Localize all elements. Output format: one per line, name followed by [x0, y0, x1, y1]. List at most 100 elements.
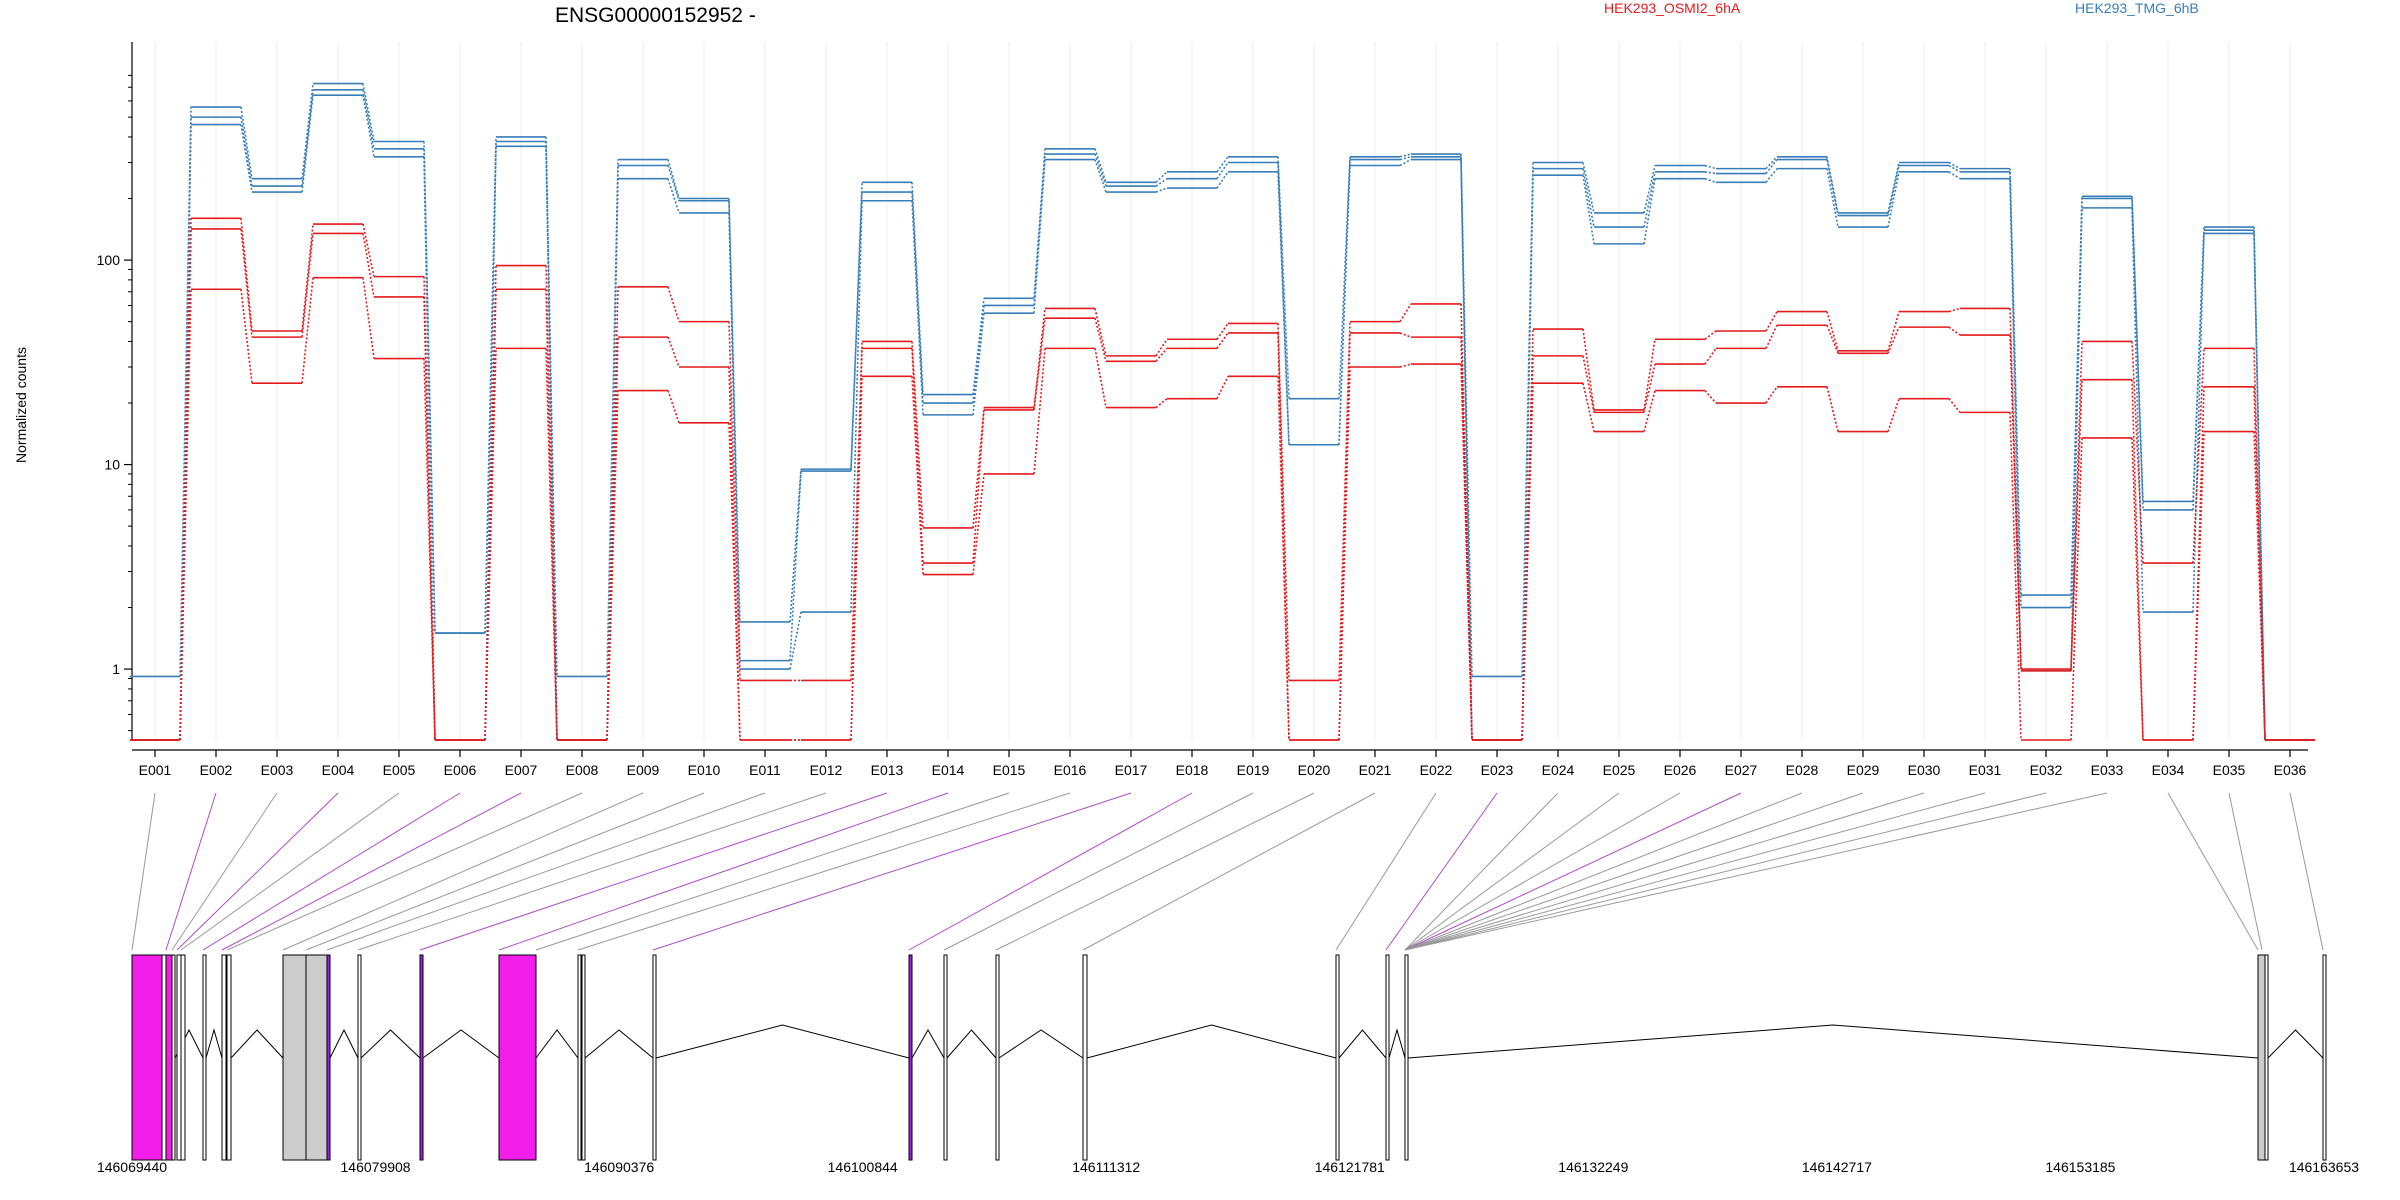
series-connector: [484, 348, 497, 741]
x-tick-label-e035: E035: [2213, 762, 2246, 778]
series-connector: [667, 336, 680, 368]
exon-block: [226, 954, 232, 1161]
series-connector: [1643, 165, 1656, 214]
x-tick-label-e006: E006: [444, 762, 477, 778]
series-connector: [1399, 158, 1412, 167]
exon-block: [176, 954, 182, 1161]
exon-connector: [202, 792, 461, 951]
series-1: [130, 89, 2315, 741]
x-tick-label-e024: E024: [1542, 762, 1575, 778]
exon-connector: [131, 792, 156, 951]
series-connector: [2070, 207, 2083, 671]
x-tick-label-e016: E016: [1054, 762, 1087, 778]
exon-block: [1404, 954, 1409, 1161]
series-connector: [1643, 178, 1656, 245]
series-connector: [1033, 159, 1046, 314]
series-connector: [1399, 303, 1412, 323]
series-connector: [2009, 412, 2022, 741]
series-connector: [972, 305, 985, 404]
series-4: [130, 228, 2315, 741]
series-connector: [2131, 196, 2144, 502]
legend-entry-osmi2: HEK293_OSMI2_6hA: [1604, 0, 1741, 16]
exon-connector: [1404, 792, 1864, 951]
series-connector: [301, 233, 314, 338]
series-connector: [2192, 230, 2205, 510]
series-connector: [2009, 335, 2022, 671]
x-tick-label-e029: E029: [1847, 762, 1880, 778]
genomic-tick-label: 146132249: [1558, 1159, 1628, 1175]
series-connector: [972, 409, 985, 564]
series-connector: [1765, 156, 1778, 170]
series-connector: [1033, 348, 1046, 475]
exon-connector: [2228, 792, 2263, 951]
exon-block: [1082, 954, 1088, 1161]
series-connector: [606, 286, 619, 741]
series-connector: [667, 159, 680, 199]
series-connector: [484, 146, 497, 741]
series-connector: [1582, 328, 1595, 411]
series-connector: [2253, 233, 2266, 741]
series-connector: [1399, 153, 1412, 158]
exon-block: [165, 954, 173, 1161]
series-connector: [1460, 156, 1473, 741]
series-connector: [362, 277, 375, 359]
x-tick-label-e026: E026: [1664, 762, 1697, 778]
series-connector: [1765, 159, 1778, 175]
series-connector: [1094, 317, 1107, 362]
series-connector: [1643, 363, 1656, 413]
exon-connector: [1404, 792, 1925, 951]
series-connector: [1399, 332, 1412, 338]
exon-connector: [2167, 792, 2259, 951]
series-connector: [2253, 431, 2266, 741]
series-connector: [911, 341, 924, 528]
series-connector: [1155, 338, 1168, 357]
exon-block: [171, 954, 176, 1161]
series-connector: [1704, 390, 1717, 404]
series-connector: [728, 212, 741, 670]
series-connector: [1094, 148, 1107, 183]
series-connector: [2131, 207, 2144, 613]
exon-block: [419, 954, 424, 1161]
series-connector: [789, 611, 802, 670]
series-connector: [1704, 330, 1717, 340]
series-connector: [1155, 187, 1168, 193]
exon-connector: [419, 792, 888, 951]
series-connector: [1155, 178, 1168, 187]
series-connector: [362, 89, 375, 149]
series-connector: [1277, 171, 1290, 445]
series-connector: [911, 376, 924, 575]
genomic-tick-label: 146090376: [584, 1159, 654, 1175]
series-connector: [1094, 308, 1107, 357]
series-connector: [667, 286, 680, 322]
series-connector: [545, 289, 558, 741]
x-tick-label-e032: E032: [2030, 762, 2063, 778]
series-connector: [423, 156, 436, 741]
genomic-tick-label: 146163653: [2289, 1159, 2359, 1175]
series-connector: [301, 223, 314, 332]
x-tick-label-e034: E034: [2152, 762, 2185, 778]
series-connector: [1216, 376, 1229, 400]
genomic-tick-label: 146121781: [1315, 1159, 1385, 1175]
x-tick-label-e021: E021: [1359, 762, 1392, 778]
x-tick-label-e019: E019: [1237, 762, 1270, 778]
series-connector: [2009, 168, 2022, 596]
x-tick-label-e030: E030: [1908, 762, 1941, 778]
genomic-tick-label: 146142717: [1802, 1159, 1872, 1175]
exon-connector: [1404, 792, 1803, 951]
series-connector: [1582, 168, 1595, 228]
series-connector: [1643, 171, 1656, 228]
series-connector: [362, 83, 375, 142]
y-tick-label: 10: [104, 457, 120, 473]
series-connector: [789, 469, 802, 623]
x-tick-label-e025: E025: [1603, 762, 1636, 778]
series-connector: [1887, 326, 1900, 354]
genomic-tick-label: 146079908: [341, 1159, 411, 1175]
series-connector: [545, 348, 558, 741]
intron-line: [230, 1029, 284, 1059]
series-connector: [1948, 307, 1961, 313]
series-connector: [972, 313, 985, 415]
series-layer: [130, 82, 2315, 741]
series-connector: [179, 289, 192, 741]
series-2: [130, 94, 2315, 741]
